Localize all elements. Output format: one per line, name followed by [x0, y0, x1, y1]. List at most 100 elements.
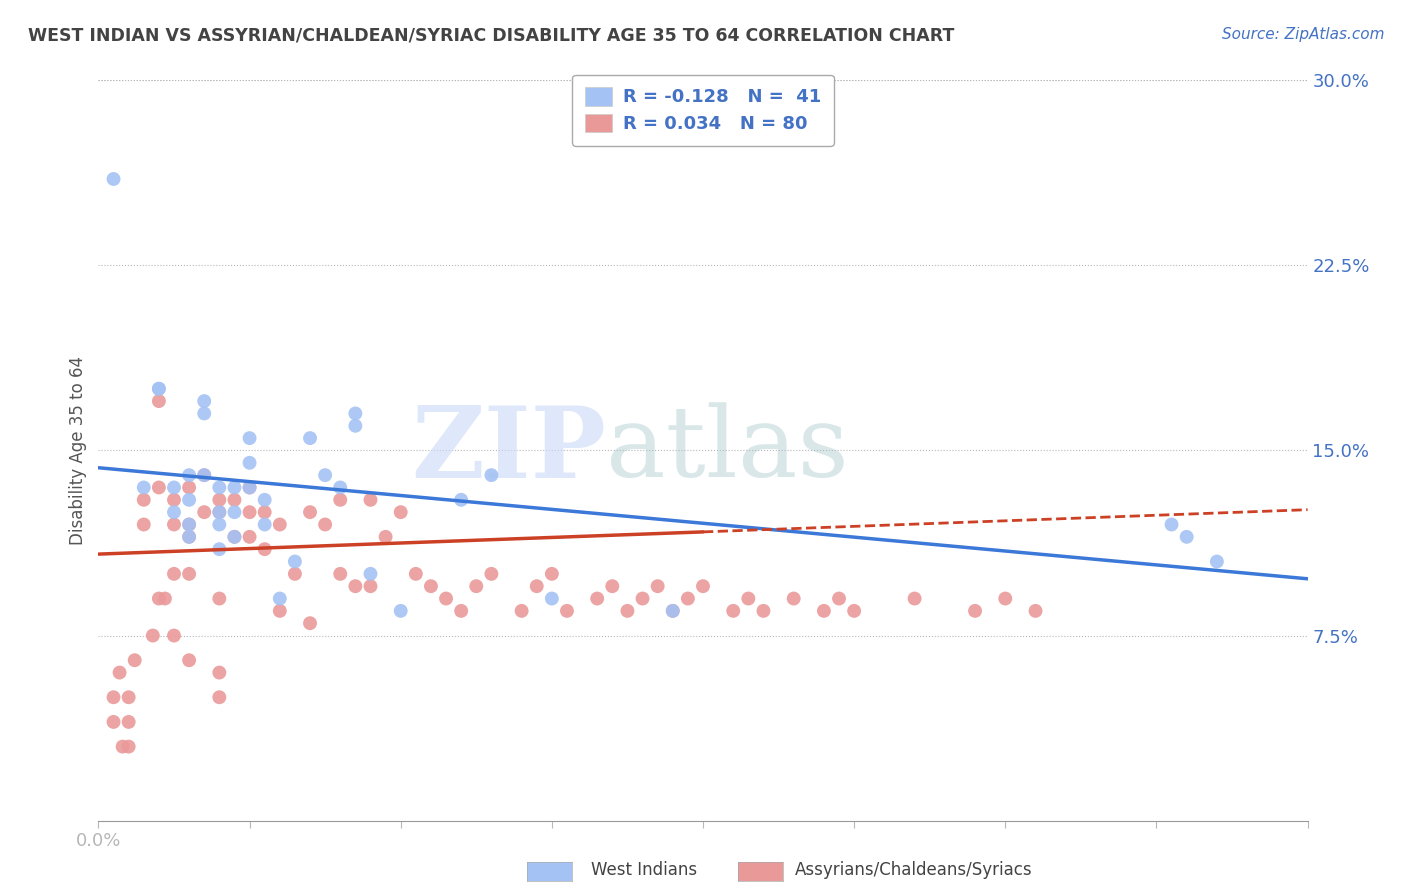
Point — [239, 480, 262, 494]
Point — [224, 480, 246, 494]
Point — [193, 505, 215, 519]
Point — [420, 579, 443, 593]
Point — [163, 480, 186, 494]
Point — [994, 591, 1017, 606]
Point — [752, 604, 775, 618]
Point — [132, 480, 155, 494]
Point — [450, 604, 472, 618]
Point — [163, 492, 186, 507]
Point — [193, 468, 215, 483]
Point — [481, 468, 503, 483]
Point — [314, 517, 336, 532]
Point — [208, 505, 231, 519]
Point — [239, 505, 262, 519]
Point — [148, 394, 170, 409]
Point — [329, 566, 352, 581]
Point — [179, 468, 201, 483]
Point — [586, 591, 609, 606]
Point — [118, 739, 141, 754]
Point — [179, 653, 201, 667]
Point — [193, 468, 215, 483]
Point — [193, 394, 215, 409]
Point — [360, 566, 382, 581]
Point — [813, 604, 835, 618]
Point — [661, 604, 683, 618]
Point — [239, 480, 262, 494]
Point — [179, 566, 201, 581]
Point — [142, 628, 165, 642]
Point — [148, 382, 170, 396]
Point — [389, 505, 412, 519]
Text: WEST INDIAN VS ASSYRIAN/CHALDEAN/SYRIAC DISABILITY AGE 35 TO 64 CORRELATION CHAR: WEST INDIAN VS ASSYRIAN/CHALDEAN/SYRIAC … — [28, 27, 955, 45]
Point — [344, 579, 367, 593]
Point — [111, 739, 134, 754]
Point — [647, 579, 669, 593]
Point — [284, 566, 307, 581]
Point — [208, 505, 231, 519]
Point — [253, 505, 276, 519]
Point — [465, 579, 488, 593]
Point — [132, 492, 155, 507]
Point — [434, 591, 457, 606]
Point — [103, 172, 125, 186]
Point — [360, 492, 382, 507]
Point — [510, 604, 533, 618]
Point — [103, 690, 125, 705]
Point — [253, 517, 276, 532]
Point — [163, 566, 186, 581]
Point — [208, 591, 231, 606]
Point — [124, 653, 146, 667]
Point — [540, 566, 562, 581]
Point — [1024, 604, 1046, 618]
Point — [179, 530, 201, 544]
Point — [405, 566, 427, 581]
Text: West Indians: West Indians — [591, 861, 696, 879]
Point — [602, 579, 624, 593]
Point — [103, 714, 125, 729]
Text: Assyrians/Chaldeans/Syriacs: Assyrians/Chaldeans/Syriacs — [794, 861, 1032, 879]
Point — [118, 714, 141, 729]
Text: ZIP: ZIP — [412, 402, 606, 499]
Point — [1175, 530, 1198, 544]
Point — [269, 604, 291, 618]
Point — [239, 431, 262, 445]
Point — [163, 628, 186, 642]
Point — [224, 530, 246, 544]
Point — [253, 542, 276, 557]
Point — [374, 530, 396, 544]
Y-axis label: Disability Age 35 to 64: Disability Age 35 to 64 — [69, 356, 87, 545]
Point — [148, 591, 170, 606]
Point — [723, 604, 745, 618]
Point — [344, 407, 367, 421]
Point — [179, 517, 201, 532]
Point — [661, 604, 683, 618]
Point — [208, 665, 231, 680]
Point — [360, 579, 382, 593]
Point — [344, 418, 367, 433]
Point — [208, 492, 231, 507]
Text: Source: ZipAtlas.com: Source: ZipAtlas.com — [1222, 27, 1385, 42]
Point — [148, 480, 170, 494]
Point — [208, 480, 231, 494]
Point — [314, 468, 336, 483]
Point — [163, 505, 186, 519]
Point — [224, 505, 246, 519]
Point — [737, 591, 759, 606]
Point — [1160, 517, 1182, 532]
Point — [284, 555, 307, 569]
Point — [783, 591, 806, 606]
Point — [450, 492, 472, 507]
Point — [299, 505, 322, 519]
Point — [844, 604, 866, 618]
Point — [193, 407, 215, 421]
Point — [389, 604, 412, 618]
Point — [239, 456, 262, 470]
Point — [253, 492, 276, 507]
Point — [676, 591, 699, 606]
Point — [299, 616, 322, 631]
Point — [555, 604, 578, 618]
Point — [481, 566, 503, 581]
Point — [616, 604, 638, 618]
Point — [224, 530, 246, 544]
Point — [329, 492, 352, 507]
